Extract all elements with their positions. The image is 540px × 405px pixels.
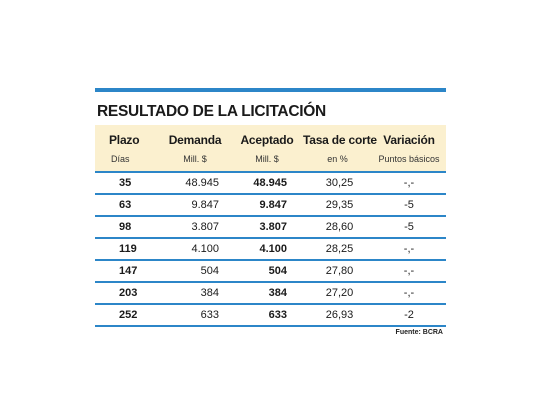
unit-plazo: Días bbox=[95, 147, 159, 172]
table-row: 147 504 504 27,80 -,- bbox=[95, 259, 446, 282]
cell-variacion: -5 bbox=[372, 193, 446, 216]
cell-plazo: 203 bbox=[95, 281, 159, 304]
header-aceptado: Aceptado bbox=[231, 125, 303, 147]
header-demanda: Demanda bbox=[159, 125, 231, 147]
table-row: 98 3.807 3.807 28,60 -5 bbox=[95, 215, 446, 238]
cell-tasa: 27,80 bbox=[303, 259, 372, 282]
header-plazo: Plazo bbox=[95, 125, 159, 147]
cell-demanda: 633 bbox=[159, 303, 231, 327]
cell-tasa: 27,20 bbox=[303, 281, 372, 304]
cell-tasa: 30,25 bbox=[303, 171, 372, 194]
cell-demanda: 48.945 bbox=[159, 171, 231, 194]
table-row: 119 4.100 4.100 28,25 -,- bbox=[95, 237, 446, 260]
cell-plazo: 252 bbox=[95, 303, 159, 327]
cell-plazo: 63 bbox=[95, 193, 159, 216]
cell-tasa: 28,60 bbox=[303, 215, 372, 238]
cell-demanda: 3.807 bbox=[159, 215, 231, 238]
table-body: 35 48.945 48.945 30,25 -,- 63 9.847 9.84… bbox=[95, 171, 446, 327]
cell-plazo: 98 bbox=[95, 215, 159, 238]
cell-demanda: 504 bbox=[159, 259, 231, 282]
unit-variacion: Puntos básicos bbox=[372, 147, 446, 172]
unit-tasa: en % bbox=[303, 147, 372, 172]
cell-demanda: 9.847 bbox=[159, 193, 231, 216]
cell-aceptado: 633 bbox=[231, 303, 303, 327]
cell-variacion: -,- bbox=[372, 237, 446, 260]
top-accent-rule bbox=[95, 88, 446, 92]
source-note: Fuente: BCRA bbox=[395, 329, 443, 336]
cell-tasa: 28,25 bbox=[303, 237, 372, 260]
header-row: Plazo Demanda Aceptado Tasa de corte Var… bbox=[95, 125, 446, 147]
infographic-title: RESULTADO DE LA LICITACIÓN bbox=[97, 103, 326, 120]
cell-aceptado: 504 bbox=[231, 259, 303, 282]
cell-aceptado: 384 bbox=[231, 281, 303, 304]
cell-variacion: -,- bbox=[372, 281, 446, 304]
table-row: 203 384 384 27,20 -,- bbox=[95, 281, 446, 304]
results-table: Plazo Demanda Aceptado Tasa de corte Var… bbox=[95, 125, 446, 327]
cell-variacion: -5 bbox=[372, 215, 446, 238]
header-variacion: Variación bbox=[372, 125, 446, 147]
header-tasa: Tasa de corte bbox=[303, 125, 377, 147]
cell-variacion: -,- bbox=[372, 171, 446, 194]
cell-variacion: -2 bbox=[372, 303, 446, 327]
cell-demanda: 4.100 bbox=[159, 237, 231, 260]
cell-variacion: -,- bbox=[372, 259, 446, 282]
cell-aceptado: 3.807 bbox=[231, 215, 303, 238]
table-row: 63 9.847 9.847 29,35 -5 bbox=[95, 193, 446, 216]
cell-aceptado: 9.847 bbox=[231, 193, 303, 216]
cell-demanda: 384 bbox=[159, 281, 231, 304]
unit-demanda: Mill. $ bbox=[159, 147, 231, 172]
units-row: Días Mill. $ Mill. $ en % Puntos básicos bbox=[95, 147, 446, 172]
cell-plazo: 119 bbox=[95, 237, 159, 260]
table-row: 35 48.945 48.945 30,25 -,- bbox=[95, 171, 446, 194]
cell-aceptado: 48.945 bbox=[231, 171, 303, 194]
cell-plazo: 147 bbox=[95, 259, 159, 282]
results-infographic: RESULTADO DE LA LICITACIÓN Plazo Demanda… bbox=[95, 88, 446, 336]
cell-tasa: 26,93 bbox=[303, 303, 372, 327]
unit-aceptado: Mill. $ bbox=[231, 147, 303, 172]
table-row: 252 633 633 26,93 -2 bbox=[95, 303, 446, 327]
cell-plazo: 35 bbox=[95, 171, 159, 194]
cell-tasa: 29,35 bbox=[303, 193, 372, 216]
cell-aceptado: 4.100 bbox=[231, 237, 303, 260]
